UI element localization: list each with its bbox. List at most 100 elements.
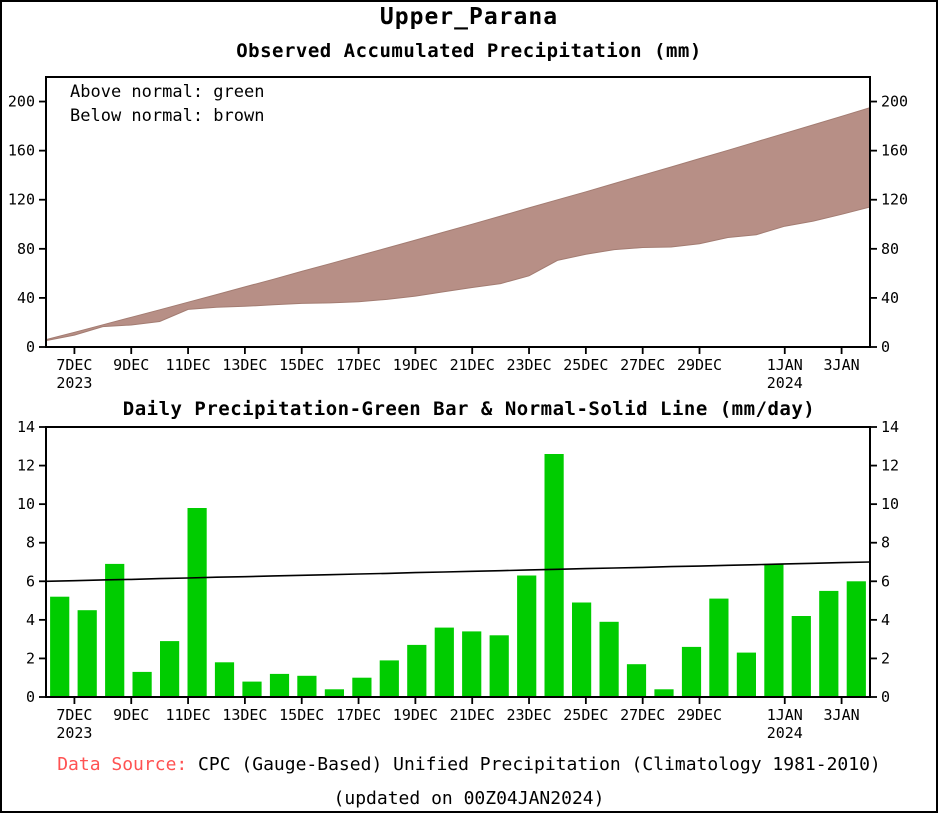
daily-precip-bar xyxy=(214,662,235,697)
daily-precip-bar xyxy=(681,646,702,697)
y-tick-label: 160 xyxy=(8,142,35,160)
x-tick-label: 23DEC xyxy=(506,706,551,724)
y-tick-label: 2 xyxy=(881,649,890,667)
y-tick-label: 2 xyxy=(26,649,35,667)
normal-daily-line xyxy=(45,561,871,583)
y-tick-label: 6 xyxy=(881,572,890,590)
y-tick-label: 12 xyxy=(881,457,899,475)
accumulated-chart-legend: Above normal: green Below normal: brown xyxy=(70,80,264,128)
x-tick-label: 27DEC xyxy=(620,356,665,374)
x-tick-label: 13DEC xyxy=(222,356,267,374)
x-tick-label: 21DEC xyxy=(450,356,495,374)
x-tick-label: 1JAN xyxy=(767,356,803,374)
daily-precip-bar xyxy=(764,563,784,697)
daily-precip-bar xyxy=(736,652,756,697)
x-tick-label: 15DEC xyxy=(279,356,324,374)
y-tick-label: 6 xyxy=(26,572,35,590)
x-tick-label: 27DEC xyxy=(620,706,665,724)
y-tick-label: 8 xyxy=(26,534,35,552)
x-tick-label: 15DEC xyxy=(279,706,324,724)
footer-source-text: CPC (Gauge-Based) Unified Precipitation … xyxy=(198,754,881,775)
daily-precip-bar xyxy=(791,616,811,697)
daily-chart-title: Daily Precipitation-Green Bar & Normal-S… xyxy=(122,398,816,420)
x-tick-label: 23DEC xyxy=(506,356,551,374)
x-tick-label: 25DEC xyxy=(563,356,608,374)
x-tick-label: 9DEC xyxy=(113,356,149,374)
y-tick-label: 80 xyxy=(881,240,899,258)
y-tick-label: 80 xyxy=(17,240,35,258)
y-tick-label: 8 xyxy=(881,534,890,552)
y-tick-label: 4 xyxy=(26,611,35,629)
daily-precip-bar xyxy=(407,644,427,697)
daily-precip-bar xyxy=(242,681,262,697)
x-tick-label: 21DEC xyxy=(450,706,495,724)
daily-precip-bar xyxy=(187,508,207,697)
daily-precip-bar xyxy=(352,677,372,697)
y-tick-label: 0 xyxy=(26,338,35,356)
y-tick-label: 12 xyxy=(17,457,35,475)
daily-precip-bar xyxy=(572,602,592,697)
y-tick-label: 40 xyxy=(17,289,35,307)
daily-precip-bar xyxy=(517,575,537,697)
x-tick-label: 7DEC xyxy=(56,356,92,374)
x-tick-label: 29DEC xyxy=(677,706,722,724)
y-tick-label: 40 xyxy=(881,289,899,307)
y-tick-label: 10 xyxy=(17,495,35,513)
data-source-line: Data Source: CPC (Gauge-Based) Unified Pr… xyxy=(2,754,936,775)
daily-precip-bar xyxy=(132,671,152,697)
legend-below-normal: Below normal: brown xyxy=(70,106,265,126)
x-year-label: 2023 xyxy=(56,724,92,742)
y-tick-label: 0 xyxy=(881,688,890,706)
daily-precip-bar xyxy=(77,610,97,697)
x-tick-label: 3JAN xyxy=(824,706,860,724)
daily-precip-bar xyxy=(379,660,399,697)
daily-precip-bar xyxy=(269,673,290,697)
daily-precip-bar xyxy=(626,664,647,697)
x-year-label: 2024 xyxy=(767,374,803,392)
plot-frame xyxy=(45,426,871,698)
y-tick-label: 0 xyxy=(881,338,890,356)
daily-precip-bar xyxy=(105,563,125,697)
x-tick-label: 13DEC xyxy=(222,706,267,724)
x-tick-label: 3JAN xyxy=(824,356,860,374)
x-tick-label: 19DEC xyxy=(393,356,438,374)
daily-precip-bar xyxy=(654,689,674,697)
daily-precip-bar xyxy=(434,627,454,697)
daily-precip-bar xyxy=(846,581,866,697)
x-tick-label: 9DEC xyxy=(113,706,149,724)
x-tick-label: 29DEC xyxy=(677,356,722,374)
x-year-label: 2024 xyxy=(767,724,803,742)
daily-precip-bar xyxy=(544,454,564,697)
y-tick-label: 160 xyxy=(881,142,908,160)
x-tick-label: 7DEC xyxy=(56,706,92,724)
y-tick-label: 120 xyxy=(8,191,35,209)
y-tick-label: 14 xyxy=(881,418,899,436)
y-tick-label: 120 xyxy=(881,191,908,209)
x-tick-label: 17DEC xyxy=(336,356,381,374)
daily-precip-bar xyxy=(599,621,619,697)
x-tick-label: 17DEC xyxy=(336,706,381,724)
daily-precip-bar xyxy=(297,675,317,697)
page-title: Upper_Parana xyxy=(379,4,559,30)
daily-precip-bar xyxy=(819,590,839,697)
plot-frame xyxy=(45,76,871,348)
x-tick-label: 11DEC xyxy=(165,706,210,724)
x-tick-label: 25DEC xyxy=(563,706,608,724)
daily-precip-bar xyxy=(50,596,70,697)
x-tick-label: 19DEC xyxy=(393,706,438,724)
legend-above-normal: Above normal: green xyxy=(70,82,265,102)
below-normal-band xyxy=(45,107,871,342)
y-tick-label: 14 xyxy=(17,418,35,436)
daily-precip-bar xyxy=(160,641,180,697)
y-tick-label: 0 xyxy=(26,688,35,706)
daily-precip-bar xyxy=(709,598,729,697)
x-tick-label: 1JAN xyxy=(767,706,803,724)
y-tick-label: 200 xyxy=(881,93,908,111)
y-tick-label: 4 xyxy=(881,611,890,629)
footer-source-label: Data Source: xyxy=(57,754,188,775)
footer-updated: (updated on 00Z04JAN2024) xyxy=(333,788,605,809)
x-year-label: 2023 xyxy=(56,374,92,392)
accumulated-chart-title: Observed Accumulated Precipitation (mm) xyxy=(236,40,702,62)
